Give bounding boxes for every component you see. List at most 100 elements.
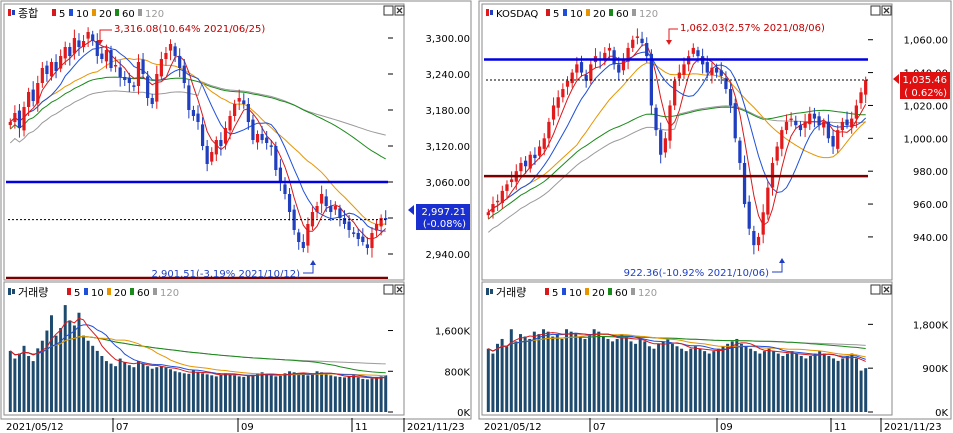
candle-down xyxy=(794,120,798,126)
volume-bar xyxy=(551,336,555,412)
kosdaq-current-price: 1,035.46 xyxy=(902,75,947,86)
volume-bar xyxy=(278,375,282,412)
candle-down xyxy=(191,110,196,116)
candle-up xyxy=(808,113,812,125)
vol-ma20-label: 20 xyxy=(114,288,127,299)
volume-bar xyxy=(233,375,237,412)
kosdaq-x-tick-11: 11 xyxy=(834,422,847,433)
volume-bar xyxy=(164,367,168,412)
volume-bar xyxy=(514,341,518,412)
volume-bar xyxy=(578,336,582,412)
volume-bar xyxy=(100,356,104,412)
candle-down xyxy=(845,119,849,126)
kosdaq-volume-close-button[interactable] xyxy=(881,284,892,295)
kospi-high-label: 3,316.08(10.64% 2021/06/25) xyxy=(114,24,265,35)
kospi-volume-maximize-button[interactable] xyxy=(383,284,394,295)
candle-up xyxy=(589,64,593,81)
kospi-volume-close-button[interactable] xyxy=(394,284,405,295)
volume-bar xyxy=(22,345,26,412)
candle-up xyxy=(59,56,63,69)
candle-up xyxy=(626,47,630,62)
kosdaq-legend: KOSDAQ 5 10 20 60 120 xyxy=(486,9,658,20)
ma60-swatch-icon xyxy=(115,9,119,16)
volume-bar xyxy=(315,371,319,412)
volume-bar xyxy=(491,353,495,412)
vol-ma120-label: 120 xyxy=(160,288,179,299)
volume-bar xyxy=(647,346,651,412)
volume-bar xyxy=(652,348,656,412)
kosdaq-panel: KOSDAQ 5 10 20 60 120 거래량 5 10 20 60 120 xyxy=(478,0,952,433)
volume-bar xyxy=(301,374,305,412)
volume-bar xyxy=(795,353,799,412)
candle-down xyxy=(68,47,72,56)
volume-bar xyxy=(237,376,241,412)
kq-ma20-label: 20 xyxy=(593,9,606,20)
candle-down xyxy=(384,218,388,220)
kospi-volume-legend: 거래량 5 10 20 60 120 xyxy=(8,286,179,299)
volume-bar xyxy=(365,379,369,412)
candle-up xyxy=(551,105,556,120)
y-tick-label: 1,060.00 xyxy=(903,36,948,47)
volume-bar xyxy=(269,375,273,412)
candle-up xyxy=(537,146,542,156)
kospi-price-series xyxy=(6,27,388,279)
candle-down xyxy=(187,85,191,110)
volume-bar xyxy=(132,367,136,412)
volume-bar xyxy=(292,372,296,412)
candle-down xyxy=(77,40,81,47)
candle-up xyxy=(214,140,218,155)
volume-bar xyxy=(592,329,596,412)
volume-bar xyxy=(624,336,628,412)
volume-tick-label: 1,800K xyxy=(913,320,949,331)
volume-bar xyxy=(155,367,159,412)
kosdaq-price-arrow-icon xyxy=(893,74,899,84)
candle-up xyxy=(864,80,868,95)
kq-volume-swatch-icon-2 xyxy=(490,289,493,294)
volume-bar xyxy=(375,377,379,412)
kosdaq-close-button[interactable] xyxy=(881,5,892,16)
kosdaq-volume-maximize-button[interactable] xyxy=(870,284,881,295)
volume-swatch-icon xyxy=(8,288,11,295)
volume-bar xyxy=(223,373,227,412)
kosdaq-low-annotation: 922.36(-10.92% 2021/10/06) xyxy=(624,258,785,279)
ma120-swatch-icon xyxy=(138,9,142,16)
candle-up xyxy=(547,121,551,139)
candle-up xyxy=(761,212,765,235)
kq-ma5-swatch-icon xyxy=(546,9,550,16)
candle-down xyxy=(219,140,223,146)
kosdaq-maximize-button[interactable] xyxy=(870,5,881,16)
volume-bar xyxy=(597,331,601,412)
kosdaq-window-buttons xyxy=(870,5,892,295)
kospi-high-annotation: 3,316.08(10.64% 2021/06/25) xyxy=(97,24,265,45)
volume-bar xyxy=(675,346,679,412)
down-swatch-icon xyxy=(12,10,15,15)
candle-down xyxy=(831,136,835,147)
candle-down xyxy=(91,34,95,41)
candle-down xyxy=(173,46,177,56)
volume-bar xyxy=(306,375,310,412)
vol-ma60-label: 60 xyxy=(137,288,150,299)
candle-down xyxy=(329,206,333,212)
volume-bar xyxy=(36,348,40,412)
volume-bar xyxy=(776,353,780,412)
volume-bar xyxy=(91,345,95,412)
volume-bar xyxy=(532,331,536,412)
volume-bar xyxy=(77,312,81,412)
kq-ma5-label: 5 xyxy=(553,9,559,20)
volume-swatch-icon-2 xyxy=(12,289,15,294)
candle-up xyxy=(36,83,40,104)
volume-bar xyxy=(95,350,99,412)
volume-bar xyxy=(109,363,113,412)
kospi-close-button[interactable] xyxy=(394,5,405,16)
kospi-maximize-button[interactable] xyxy=(383,5,394,16)
kosdaq-volume-title: 거래량 xyxy=(496,286,526,299)
candle-up xyxy=(491,204,495,213)
volume-bar xyxy=(251,374,255,412)
kq-vol-ma60-swatch-icon xyxy=(608,288,612,295)
candle-up xyxy=(40,68,44,83)
volume-tick-label: 0K xyxy=(935,408,948,419)
kq-ma10-swatch-icon xyxy=(563,9,567,16)
volume-bar xyxy=(785,353,789,412)
kosdaq-x-tick-07: 07 xyxy=(593,422,606,433)
